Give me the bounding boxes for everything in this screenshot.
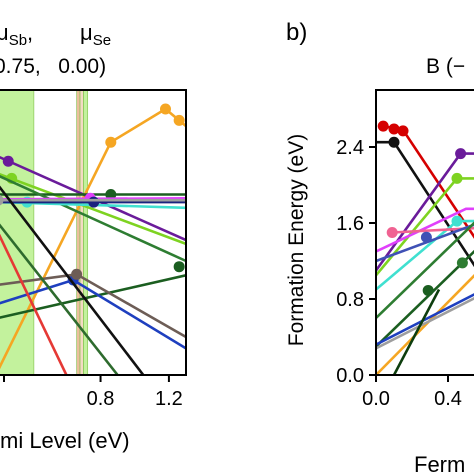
data-point-2-0: [455, 148, 467, 160]
data-point-0-0: [377, 120, 389, 132]
mu-sb-label: μSb,: [0, 20, 33, 49]
series-line-13: [0, 223, 119, 375]
series-line-4: [376, 207, 474, 253]
mu-se-sub: Se: [93, 32, 111, 49]
chemical-potential-values: 0.75, 0.00): [0, 55, 106, 78]
series-line-14: [0, 233, 68, 375]
data-point-4-0: [173, 261, 185, 273]
data-point-9-0: [456, 257, 468, 269]
x-tick-label: 0.4: [434, 388, 462, 410]
series-line-12: [376, 296, 474, 350]
data-point-1-0: [2, 155, 14, 167]
data-point-3-0: [105, 189, 117, 200]
y-tick-label: 1.6: [336, 213, 364, 235]
panel-b-xlabel: Ferm: [414, 452, 465, 474]
panel-b-ylabel: Formation Energy (eV): [285, 134, 308, 346]
y-tick-label: 2.4: [336, 137, 364, 159]
data-point-9-0: [0, 195, 4, 206]
series-line-9: [376, 221, 474, 319]
series-line-12: [0, 185, 145, 375]
panel-b-title: B (−: [426, 55, 465, 78]
y-tick-label: 0.0: [336, 365, 364, 387]
panel-b-label: b): [286, 19, 307, 46]
series-line-4: [0, 274, 186, 319]
series-line-13: [392, 288, 441, 375]
x-tick-label: 1.2: [155, 388, 183, 410]
mu-sb-comma: ,: [27, 20, 33, 45]
panel-a: 0.8 1.2 mi Level (eV): [0, 89, 187, 453]
y-tick-label: 0.8: [336, 289, 364, 311]
panel-a-xlabel: mi Level (eV): [0, 428, 130, 453]
series-line-2: [0, 172, 186, 246]
x-tick-label: 0.8: [87, 388, 115, 410]
data-point-8-0: [88, 196, 100, 208]
shaded-band-1: [76, 90, 81, 375]
data-point-0-2: [397, 125, 409, 137]
mu-sb-sub: Sb: [9, 32, 27, 49]
data-point-5-0: [451, 215, 463, 227]
data-point-3-0: [451, 172, 463, 184]
panel-a-frame: [0, 89, 187, 376]
data-point-0-1: [159, 103, 171, 115]
data-point-8-0: [422, 284, 434, 296]
data-point-0-2: [173, 114, 185, 126]
data-point-0-0: [105, 136, 117, 148]
data-point-1-0: [388, 136, 400, 148]
series-line-5: [0, 174, 186, 263]
panel-b-frame: [375, 89, 474, 376]
data-point-0-1: [388, 123, 400, 135]
shaded-band-3: [83, 90, 89, 375]
data-point-11-0: [71, 268, 83, 280]
x-tick-label: 0.0: [362, 388, 390, 410]
series-line-11: [376, 293, 474, 346]
panel-b: 0.0 0.4 0.0 0.8 1.6 2.4 Formation Energy (eV)…: [285, 89, 474, 474]
data-point-7-0: [420, 231, 432, 243]
data-point-6-0: [386, 227, 398, 238]
mu-se-label: μSe: [80, 20, 111, 49]
